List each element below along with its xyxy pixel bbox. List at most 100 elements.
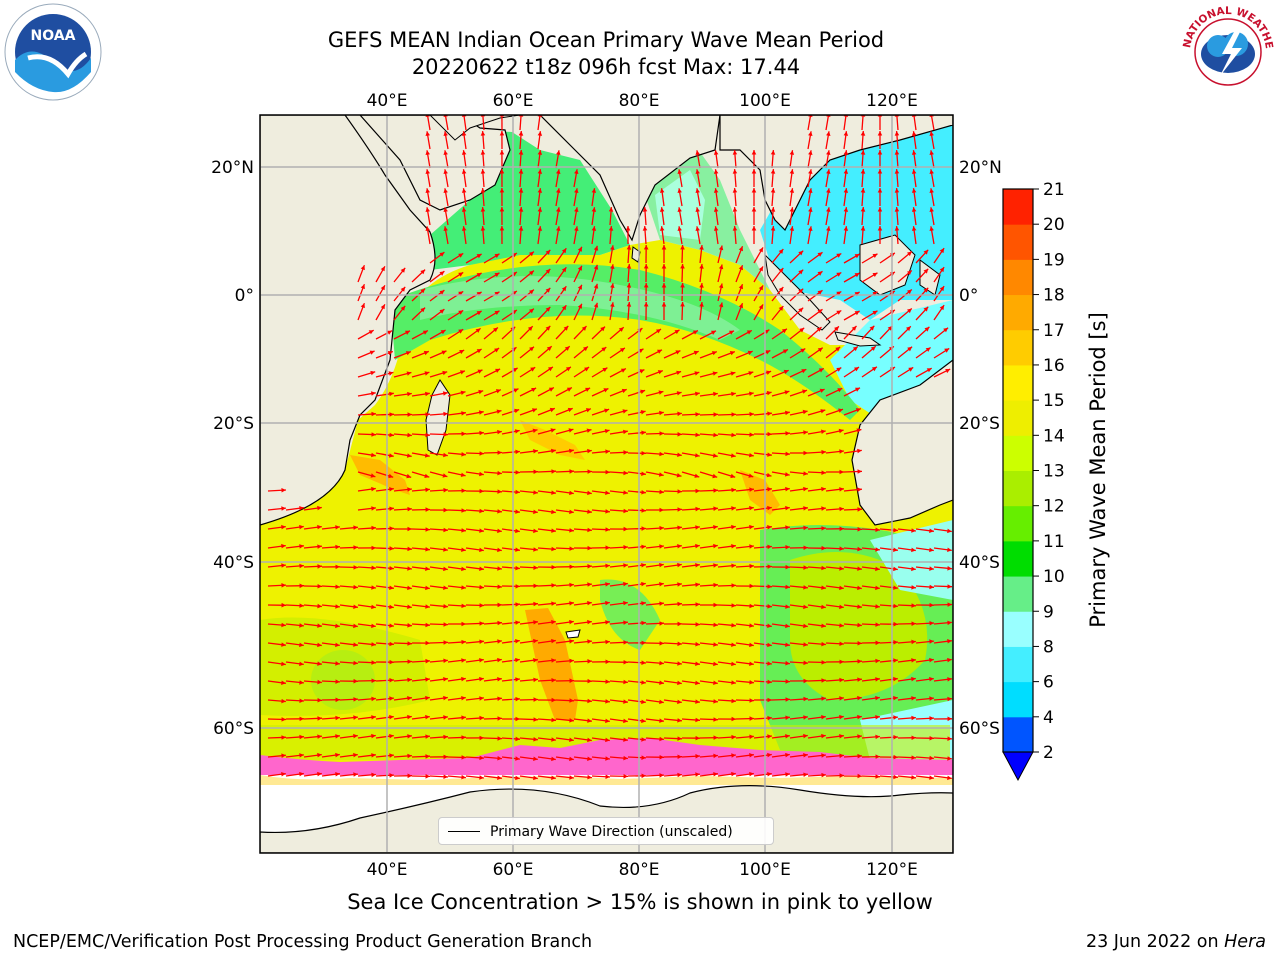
wave-arrow-head [461,207,467,212]
colorbar-segment [1003,259,1033,296]
lon-label-bottom: 40°E [367,860,408,880]
colorbar-tick-label: 6 [1043,673,1054,693]
colorbar-segment [1003,576,1033,612]
colorbar-segment [1003,470,1033,507]
wave-arrow-head [497,509,502,514]
wave-arrow-head [387,351,393,356]
wave-arrow-head [619,347,625,353]
wave-arrow-head [281,524,286,530]
wave-arrow-head [400,267,406,273]
wave-arrow-head [808,150,813,155]
wave-arrow-head [442,370,448,376]
wave-arrow-head [659,641,664,646]
colorbar-tick-label: 18 [1043,286,1065,306]
wave-arrow-head [677,754,682,759]
wave-arrow-head [353,584,358,590]
wave-arrow-head [677,544,682,549]
wave-arrow-head [407,659,412,664]
wave-arrow-head [875,658,880,664]
wave-arrow-head [299,661,304,667]
wave-arrow-head [677,772,682,778]
lon-label-bottom: 120°E [866,860,918,880]
wave-arrow-head [749,753,754,758]
wave-arrow-head [626,302,632,307]
wave-arrow-head [551,528,556,533]
wave-arrow-head [803,450,808,456]
wave-arrow-head [718,283,724,289]
wave-arrow-head [623,679,628,685]
wave-arrow-head [494,253,500,258]
wave-arrow-head [605,582,610,587]
footer-date: 23 Jun 2022 on Hera [1086,932,1266,952]
wave-arrow-head [545,306,551,312]
wave-arrow-head [803,696,808,702]
wave-arrow-head [497,566,502,571]
wave-arrow-head [877,226,883,231]
wave-arrow-head [659,718,664,723]
wave-arrow-head [479,451,484,456]
wave-arrow-head [893,621,898,627]
wave-arrow-head [929,566,934,571]
wave-arrow-head [461,150,467,155]
wave-arrow-head [785,772,790,777]
wave-arrow-head [749,603,754,609]
wave-arrow-head [911,207,917,212]
wave-arrow-head [388,473,394,479]
wave-arrow-head [803,486,808,492]
wave-arrow-head [929,169,934,174]
wave-arrow-head [585,387,591,392]
wave-arrow-head [605,563,610,569]
wave-arrow-head [857,773,862,779]
colorbar-tick-label: 8 [1043,637,1054,657]
wave-arrow-head [731,603,736,608]
wave-arrow-head [407,506,412,512]
wave-arrow-head [380,266,385,272]
wave-arrow-head [929,621,934,626]
wave-arrow-head [461,735,466,740]
wave-arrow-head [857,566,862,571]
wave-arrow-head [821,660,826,665]
wave-arrow-head [317,524,322,530]
wave-arrow-head [407,487,412,492]
wave-arrow-head [425,566,430,571]
wave-arrow-head [443,131,448,136]
wave-arrow-head [677,601,682,607]
wave-arrow-head [785,604,790,609]
wave-arrow-head [875,754,880,759]
wave-arrow-head [692,330,698,335]
wave-arrow-head [623,755,628,761]
wave-arrow-head [767,431,772,437]
top-lon-labels: 40°E 60°E 80°E 100°E 120°E [367,91,918,111]
wave-arrow-head [389,714,394,720]
colorbar-segment [1003,400,1033,436]
wave-arrow-head [587,718,592,723]
colorbar-tick-label: 15 [1043,391,1065,411]
wave-arrow-head [479,584,484,590]
wave-arrow-head [317,544,322,549]
wave-arrow-head [626,245,632,250]
wave-arrow-head [497,584,502,589]
wave-arrow-head [785,486,790,492]
wave-arrow-head [317,752,322,758]
wave-arrow-head [623,600,628,606]
wave-arrow-head [499,131,505,136]
wave-arrow-head [641,718,646,724]
wave-arrow-head [923,249,929,255]
footer-host: Hera [1224,932,1266,952]
wave-arrow-head [551,775,556,780]
wave-arrow-head [677,411,682,417]
wave-arrow-head [939,248,945,254]
wave-arrow-head [659,621,664,626]
wave-arrow-head [281,506,286,511]
map-subtitle-run-info: 20220622 t18z 096h fcst Max: 17.44 [411,55,801,79]
wave-arrow-head [677,188,682,193]
wave-arrow-head [767,411,772,416]
wave-arrow-head [676,473,682,478]
wave-arrow-head [789,188,795,193]
wave-arrow-head [887,325,893,331]
wave-arrow-head [857,585,862,591]
wave-arrow-head [371,432,376,437]
wave-arrow-head [371,696,376,702]
wave-arrow-head [587,564,592,569]
wave-arrow-head [425,695,430,701]
